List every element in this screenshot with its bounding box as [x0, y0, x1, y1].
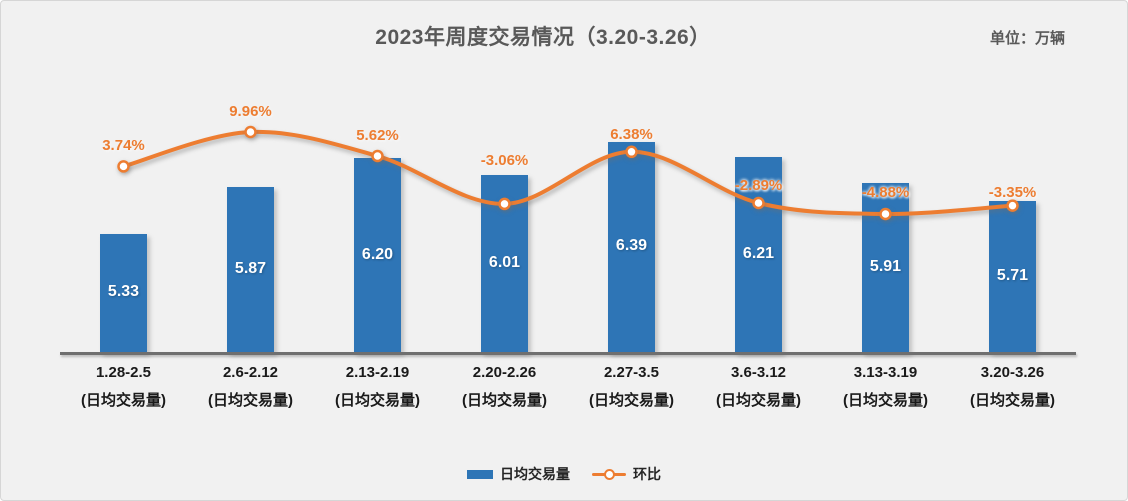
line-point-label: -3.35%: [988, 183, 1037, 201]
legend-item-line-series[interactable]: 环比: [592, 464, 661, 484]
x-axis-label-sublabel: (日均交易量): [208, 392, 293, 409]
x-axis-label-sublabel: (日均交易量): [81, 392, 166, 409]
line-marker-icon: [604, 469, 615, 480]
bar-value-label: 5.71: [996, 266, 1029, 284]
bar-value-label: 6.20: [361, 245, 394, 263]
line-point-label: 5.62%: [356, 127, 399, 144]
x-axis-label-sublabel: (日均交易量): [589, 392, 674, 409]
line-point-2.20-2.26[interactable]: [498, 197, 511, 211]
bar-value-label: 5.91: [869, 258, 902, 276]
x-axis-label: 3.6-3.12 (日均交易量): [695, 359, 822, 415]
line-point-2.13-2.19[interactable]: [371, 149, 384, 163]
bar-value-label: 6.39: [615, 237, 648, 255]
x-axis-label-range: 2.13-2.19: [345, 364, 410, 381]
x-axis-label: 2.20-2.26 (日均交易量): [441, 359, 568, 415]
legend-bar-series-label: 日均交易量: [500, 466, 570, 482]
line-point-3.13-3.19[interactable]: [879, 207, 892, 221]
x-axis-line: [60, 352, 1076, 355]
legend-item-bar-series[interactable]: 日均交易量: [467, 464, 570, 484]
x-axis-label-sublabel: (日均交易量): [843, 392, 928, 409]
line-point-label: -3.06%: [480, 151, 529, 169]
x-axis-label-range: 2.27-3.5: [603, 364, 660, 381]
bar-3.20-3.26[interactable]: [989, 200, 1036, 354]
line-point-label: 6.38%: [610, 125, 653, 143]
x-axis-label-sublabel: (日均交易量): [462, 392, 547, 409]
x-axis-label-range: 3.6-3.12: [730, 364, 787, 381]
line-point-label: -4.88%: [861, 184, 910, 201]
legend: 日均交易量 环比: [1, 464, 1127, 484]
bar-1.28-2.5[interactable]: [100, 233, 147, 353]
line-point-3.6-3.12[interactable]: [752, 196, 765, 210]
bar-value-label: 5.87: [234, 259, 267, 277]
line-series-swatch-icon: [592, 468, 626, 480]
unit-label: 单位：万辆: [989, 30, 1065, 47]
x-axis-label-range: 2.6-2.12: [222, 364, 279, 381]
bar-value-label: 6.21: [742, 245, 775, 263]
bar-value-label: 5.33: [107, 283, 140, 301]
x-axis-label-range: 1.28-2.5: [95, 364, 152, 381]
line-point-2.27-3.5[interactable]: [625, 145, 638, 159]
line-point-label: 3.74%: [102, 137, 145, 155]
x-axis-label: 2.27-3.5 (日均交易量): [568, 359, 695, 415]
line-point-label: -2.89%: [734, 177, 783, 194]
x-axis-label-range: 2.20-2.26: [472, 364, 537, 381]
x-axis-label: 2.13-2.19 (日均交易量): [314, 359, 441, 415]
chart-title: 2023年周度交易情况（3.20-3.26）: [375, 26, 711, 49]
x-axis-label: 2.6-2.12 (日均交易量): [187, 359, 314, 415]
x-axis-label-sublabel: (日均交易量): [970, 392, 1055, 409]
line-point-2.6-2.12[interactable]: [244, 125, 257, 139]
bar-series-swatch-icon: [467, 469, 493, 479]
x-axis-label: 3.13-3.19 (日均交易量): [822, 359, 949, 415]
x-axis-label-range: 3.20-3.26: [980, 364, 1045, 381]
x-axis-label-sublabel: (日均交易量): [716, 392, 801, 409]
bar-value-label: 6.01: [488, 253, 521, 271]
x-axis-label: 1.28-2.5 (日均交易量): [60, 359, 187, 415]
line-point-3.20-3.26[interactable]: [1006, 199, 1019, 212]
legend-line-series-label: 环比: [633, 466, 661, 482]
line-point-label: 9.96%: [229, 103, 272, 120]
x-axis-label-range: 3.13-3.19: [853, 364, 918, 381]
line-point-1.28-2.5[interactable]: [117, 160, 130, 173]
x-axis-label: 3.20-3.26 (日均交易量): [949, 359, 1076, 415]
x-axis-label-sublabel: (日均交易量): [335, 392, 420, 409]
